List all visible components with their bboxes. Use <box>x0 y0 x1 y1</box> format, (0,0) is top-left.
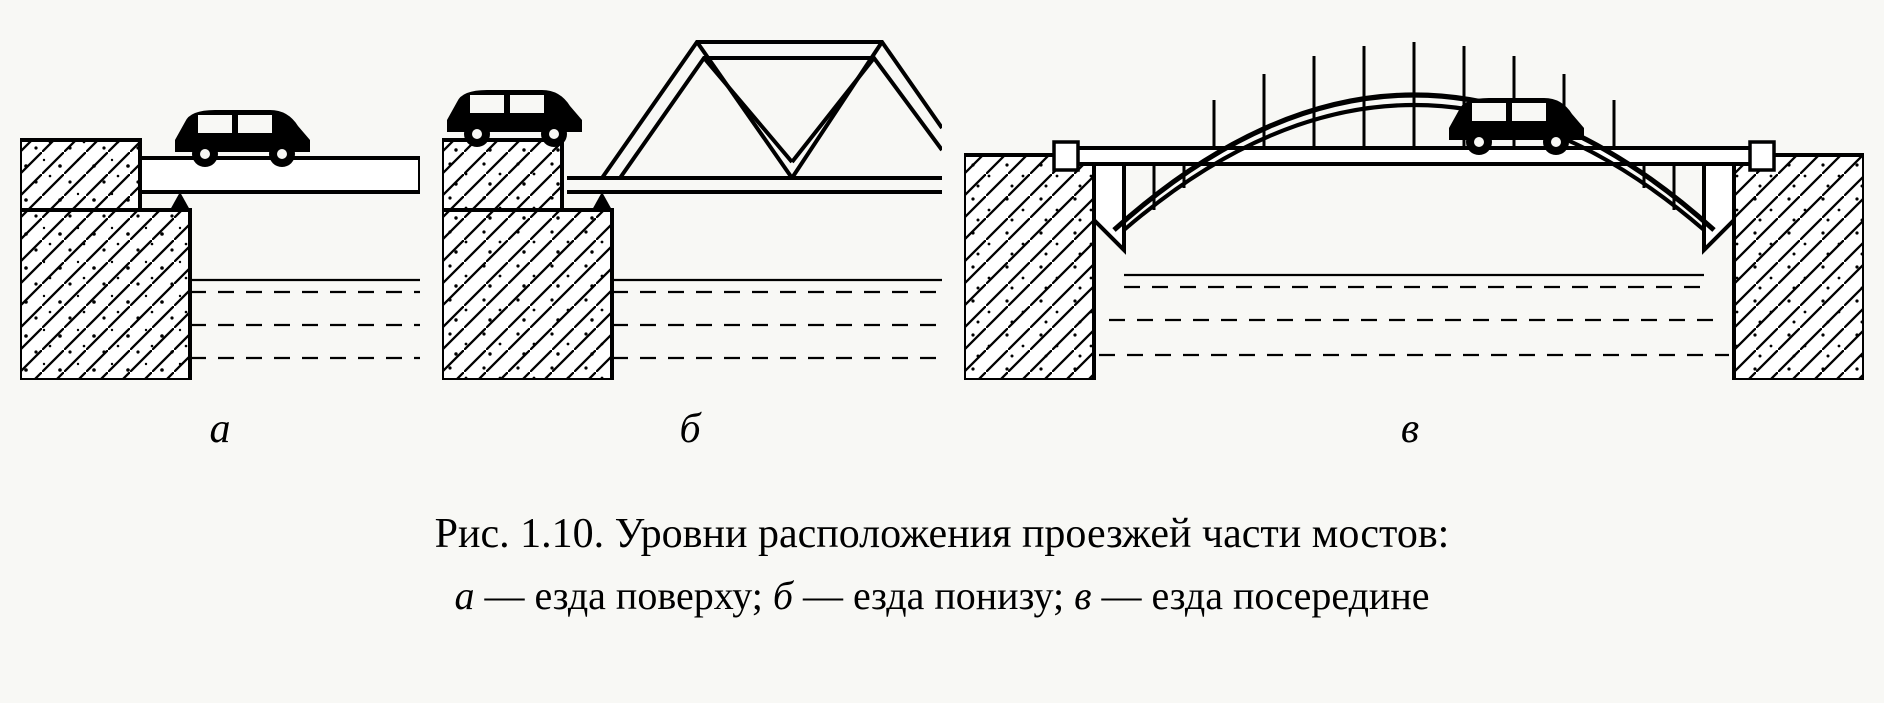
caption-c-text: — езда посередине <box>1092 573 1430 618</box>
caption: Рис. 1.10. Уровни расположения проезжей … <box>20 503 1864 626</box>
labels-row: а б в <box>20 405 1864 453</box>
label-a: а <box>20 405 420 453</box>
label-b: б <box>440 405 940 453</box>
caption-title: Рис. 1.10. Уровни расположения проезжей … <box>435 511 1450 557</box>
caption-a-prefix: а <box>455 573 475 618</box>
label-c: в <box>960 405 1860 453</box>
caption-b-text: — езда понизу; <box>793 573 1074 618</box>
caption-b-prefix: б <box>773 573 793 618</box>
figure: а б в Рис. 1.10. Уровни расположения про… <box>20 20 1864 626</box>
diagram-a <box>20 20 420 380</box>
diagram-b <box>442 20 942 380</box>
caption-c-prefix: в <box>1074 573 1091 618</box>
caption-a-text: — езда поверху; <box>475 573 773 618</box>
diagrams-row <box>20 20 1864 380</box>
diagram-c <box>964 20 1864 380</box>
